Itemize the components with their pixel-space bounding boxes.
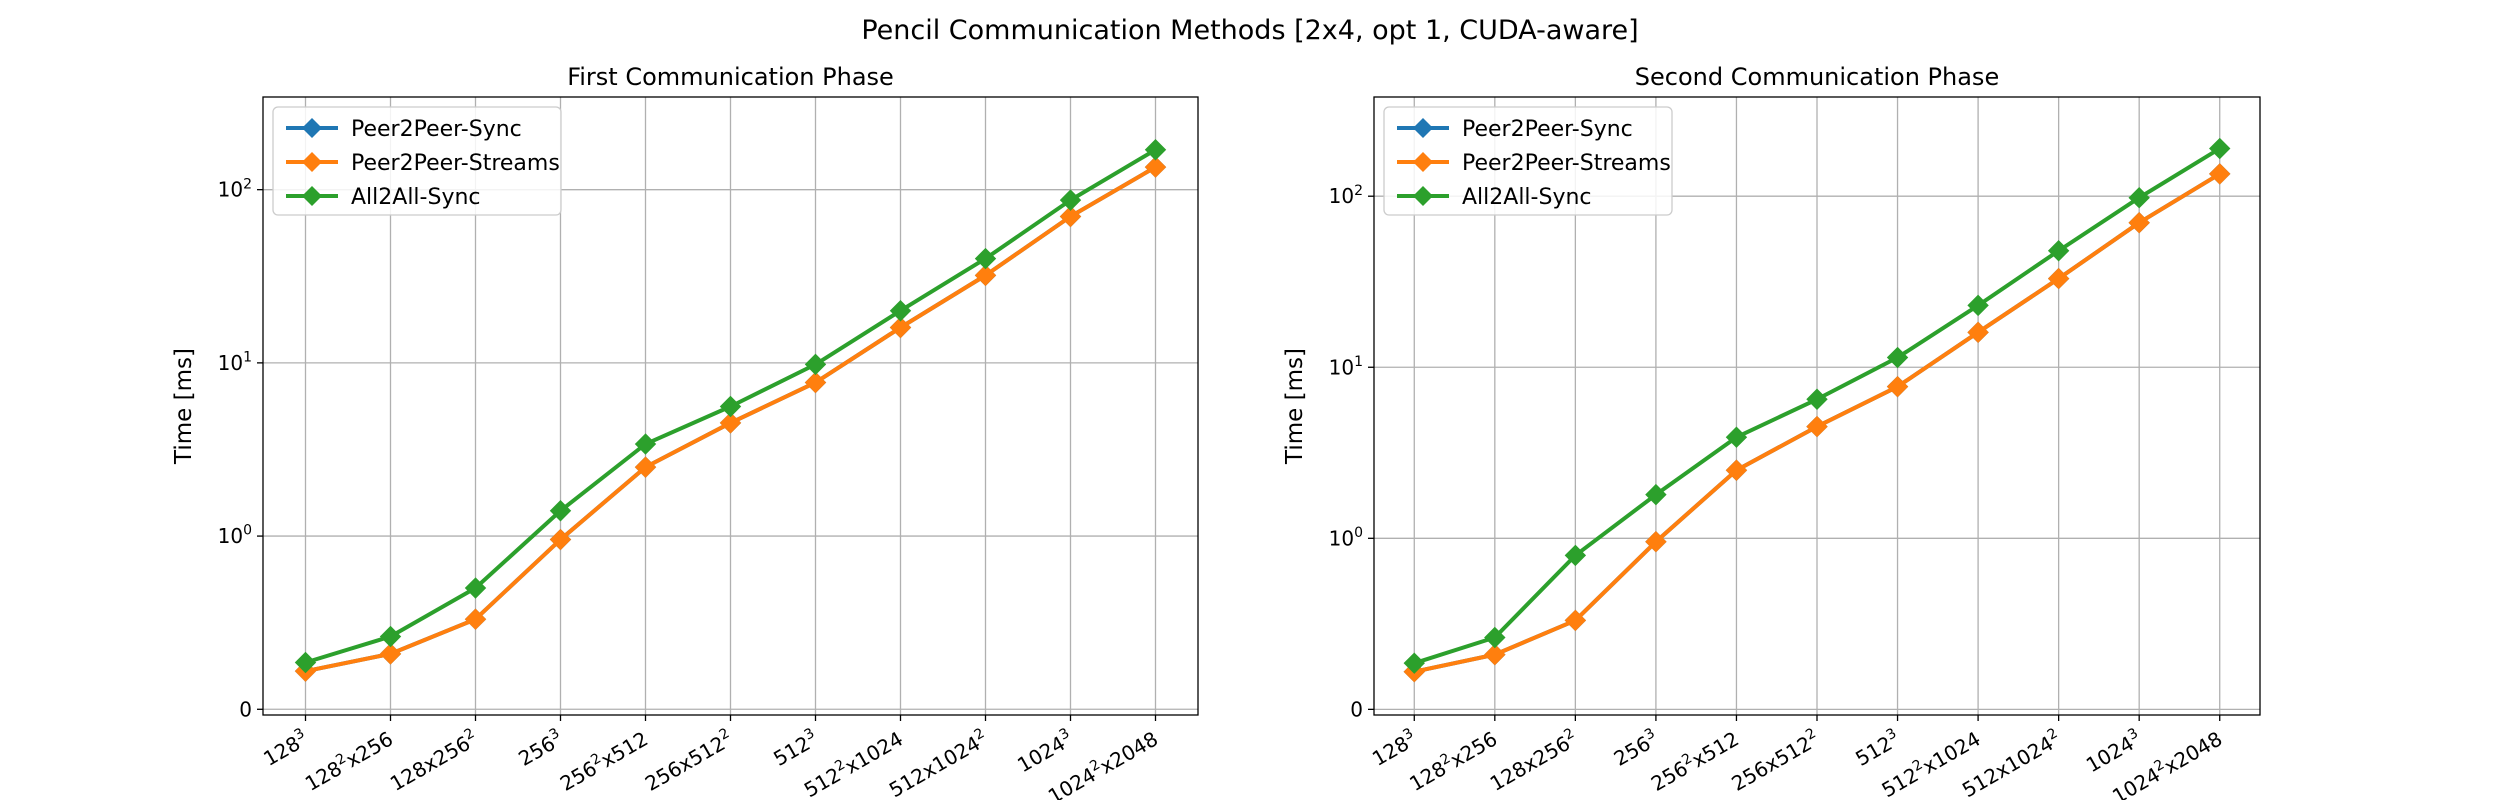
x-tick-label: 256x5122 (640, 725, 737, 796)
y-tick-label: 0 (239, 697, 252, 721)
figure-title: Pencil Communication Methods [2x4, opt 1… (861, 15, 1638, 46)
y-tick-label: 101 (218, 349, 252, 374)
data-point (1886, 346, 1909, 369)
data-point (2209, 163, 2231, 185)
data-point (294, 651, 317, 674)
data-point (1564, 609, 1587, 632)
x-tick-label: 10243 (2081, 725, 2146, 777)
x-tick-label: 128x2562 (1485, 725, 1582, 796)
legend-item-peer2peer-sync: Peer2Peer-Sync (1397, 117, 1633, 142)
data-point (634, 433, 657, 455)
legend-item-peer2peer-streams: Peer2Peer-Streams (286, 151, 560, 176)
data-point (634, 456, 657, 478)
data-point (1144, 139, 1167, 161)
legend-marker (302, 118, 322, 138)
data-point (719, 395, 742, 418)
legend-label: Peer2Peer-Streams (351, 151, 560, 176)
data-point (2047, 240, 2070, 262)
data-point (889, 300, 912, 322)
series-all2all-sync (294, 139, 1167, 674)
data-point (1564, 544, 1587, 567)
data-point (549, 500, 572, 522)
x-tick-label: 10243 (1012, 725, 1077, 777)
data-point (1059, 189, 1082, 211)
legend: Peer2Peer-Sync Peer2Peer-Streams All2All-S… (272, 106, 562, 216)
legend-marker (1413, 118, 1433, 138)
y-tick-label: 100 (218, 523, 252, 548)
data-point (1403, 652, 1425, 674)
legend-marker (1413, 186, 1433, 206)
x-tick-label: 2563 (1609, 725, 1662, 771)
x-tick-label: 1282x256 (1405, 725, 1502, 796)
legend-marker (1413, 152, 1433, 172)
legend-label: Peer2Peer-Sync (1462, 117, 1633, 142)
data-point (1725, 459, 1748, 481)
x-tick-label: 1283 (259, 725, 312, 771)
y-axis-label: Time [ms] (171, 348, 197, 465)
panel-title: First Communication Phase (567, 63, 894, 91)
data-point (1144, 156, 1167, 178)
data-point (1484, 643, 1506, 666)
legend-label: All2All-Sync (1462, 185, 1592, 210)
data-point (379, 643, 402, 665)
data-point (974, 264, 997, 287)
legend-label: All2All-Sync (351, 185, 481, 210)
y-tick-label: 100 (1329, 525, 1363, 550)
data-point (2047, 267, 2070, 290)
x-tick-label: 1283 (1367, 725, 1420, 771)
data-point (2128, 211, 2150, 234)
x-tick-label: 256x5122 (1727, 725, 1824, 796)
data-point (1967, 321, 1989, 344)
legend: Peer2Peer-Sync Peer2Peer-Streams All2All-S… (1383, 106, 1673, 216)
panel-title: Second Communication Phase (1635, 63, 1999, 91)
y-tick-label: 102 (1329, 183, 1363, 208)
x-tick-label: 5123 (1851, 725, 1904, 771)
legend-item-all2all-sync: All2All-Sync (286, 185, 481, 210)
legend-marker (302, 186, 322, 206)
series-all2all-sync (1403, 137, 2231, 674)
data-point (379, 625, 402, 648)
data-point (464, 608, 487, 630)
data-point (2209, 137, 2231, 160)
data-point (549, 528, 572, 551)
legend-item-peer2peer-streams: Peer2Peer-Streams (1397, 151, 1671, 176)
data-point (1645, 483, 1667, 506)
data-point (1806, 388, 1828, 410)
data-point (974, 247, 997, 270)
data-point (804, 371, 827, 394)
x-tick-label: 2562x512 (555, 725, 652, 796)
chart-panel-first-phase: First Communication Phase010010110212831… (171, 63, 1199, 800)
data-point (1484, 626, 1506, 649)
y-tick-label: 102 (218, 176, 252, 201)
data-point (1967, 294, 1989, 317)
legend-box (1383, 106, 1673, 216)
series-peer2peer-streams (1403, 163, 2231, 683)
x-tick-label: 128x2562 (385, 725, 482, 796)
legend-box (272, 106, 562, 216)
legend-label: Peer2Peer-Sync (351, 117, 522, 142)
y-axis-label: Time [ms] (1282, 348, 1308, 465)
data-point (1059, 205, 1082, 228)
y-tick-label: 101 (1329, 354, 1363, 379)
data-point (464, 577, 487, 599)
data-point (2128, 187, 2150, 209)
data-point (804, 353, 827, 376)
y-tick-label: 0 (1350, 697, 1363, 721)
data-point (1886, 375, 1909, 398)
data-point (889, 316, 912, 339)
legend-item-peer2peer-sync: Peer2Peer-Sync (286, 117, 522, 142)
legend-marker (302, 152, 322, 172)
x-tick-label: 5123 (769, 725, 822, 771)
chart-panel-second-phase: Second Communication Phase 0 100 101 102 1283… (1282, 63, 2261, 800)
data-point (719, 412, 742, 434)
data-point (1806, 415, 1828, 438)
x-tick-label: 2562x512 (1646, 725, 1743, 796)
data-point (1725, 426, 1748, 448)
x-tick-label: 2563 (514, 725, 567, 771)
legend-item-all2all-sync: All2All-Sync (1397, 185, 1592, 210)
x-tick-label: 1282x256 (300, 725, 397, 796)
data-point (1645, 531, 1667, 553)
legend-label: Peer2Peer-Streams (1462, 151, 1671, 176)
